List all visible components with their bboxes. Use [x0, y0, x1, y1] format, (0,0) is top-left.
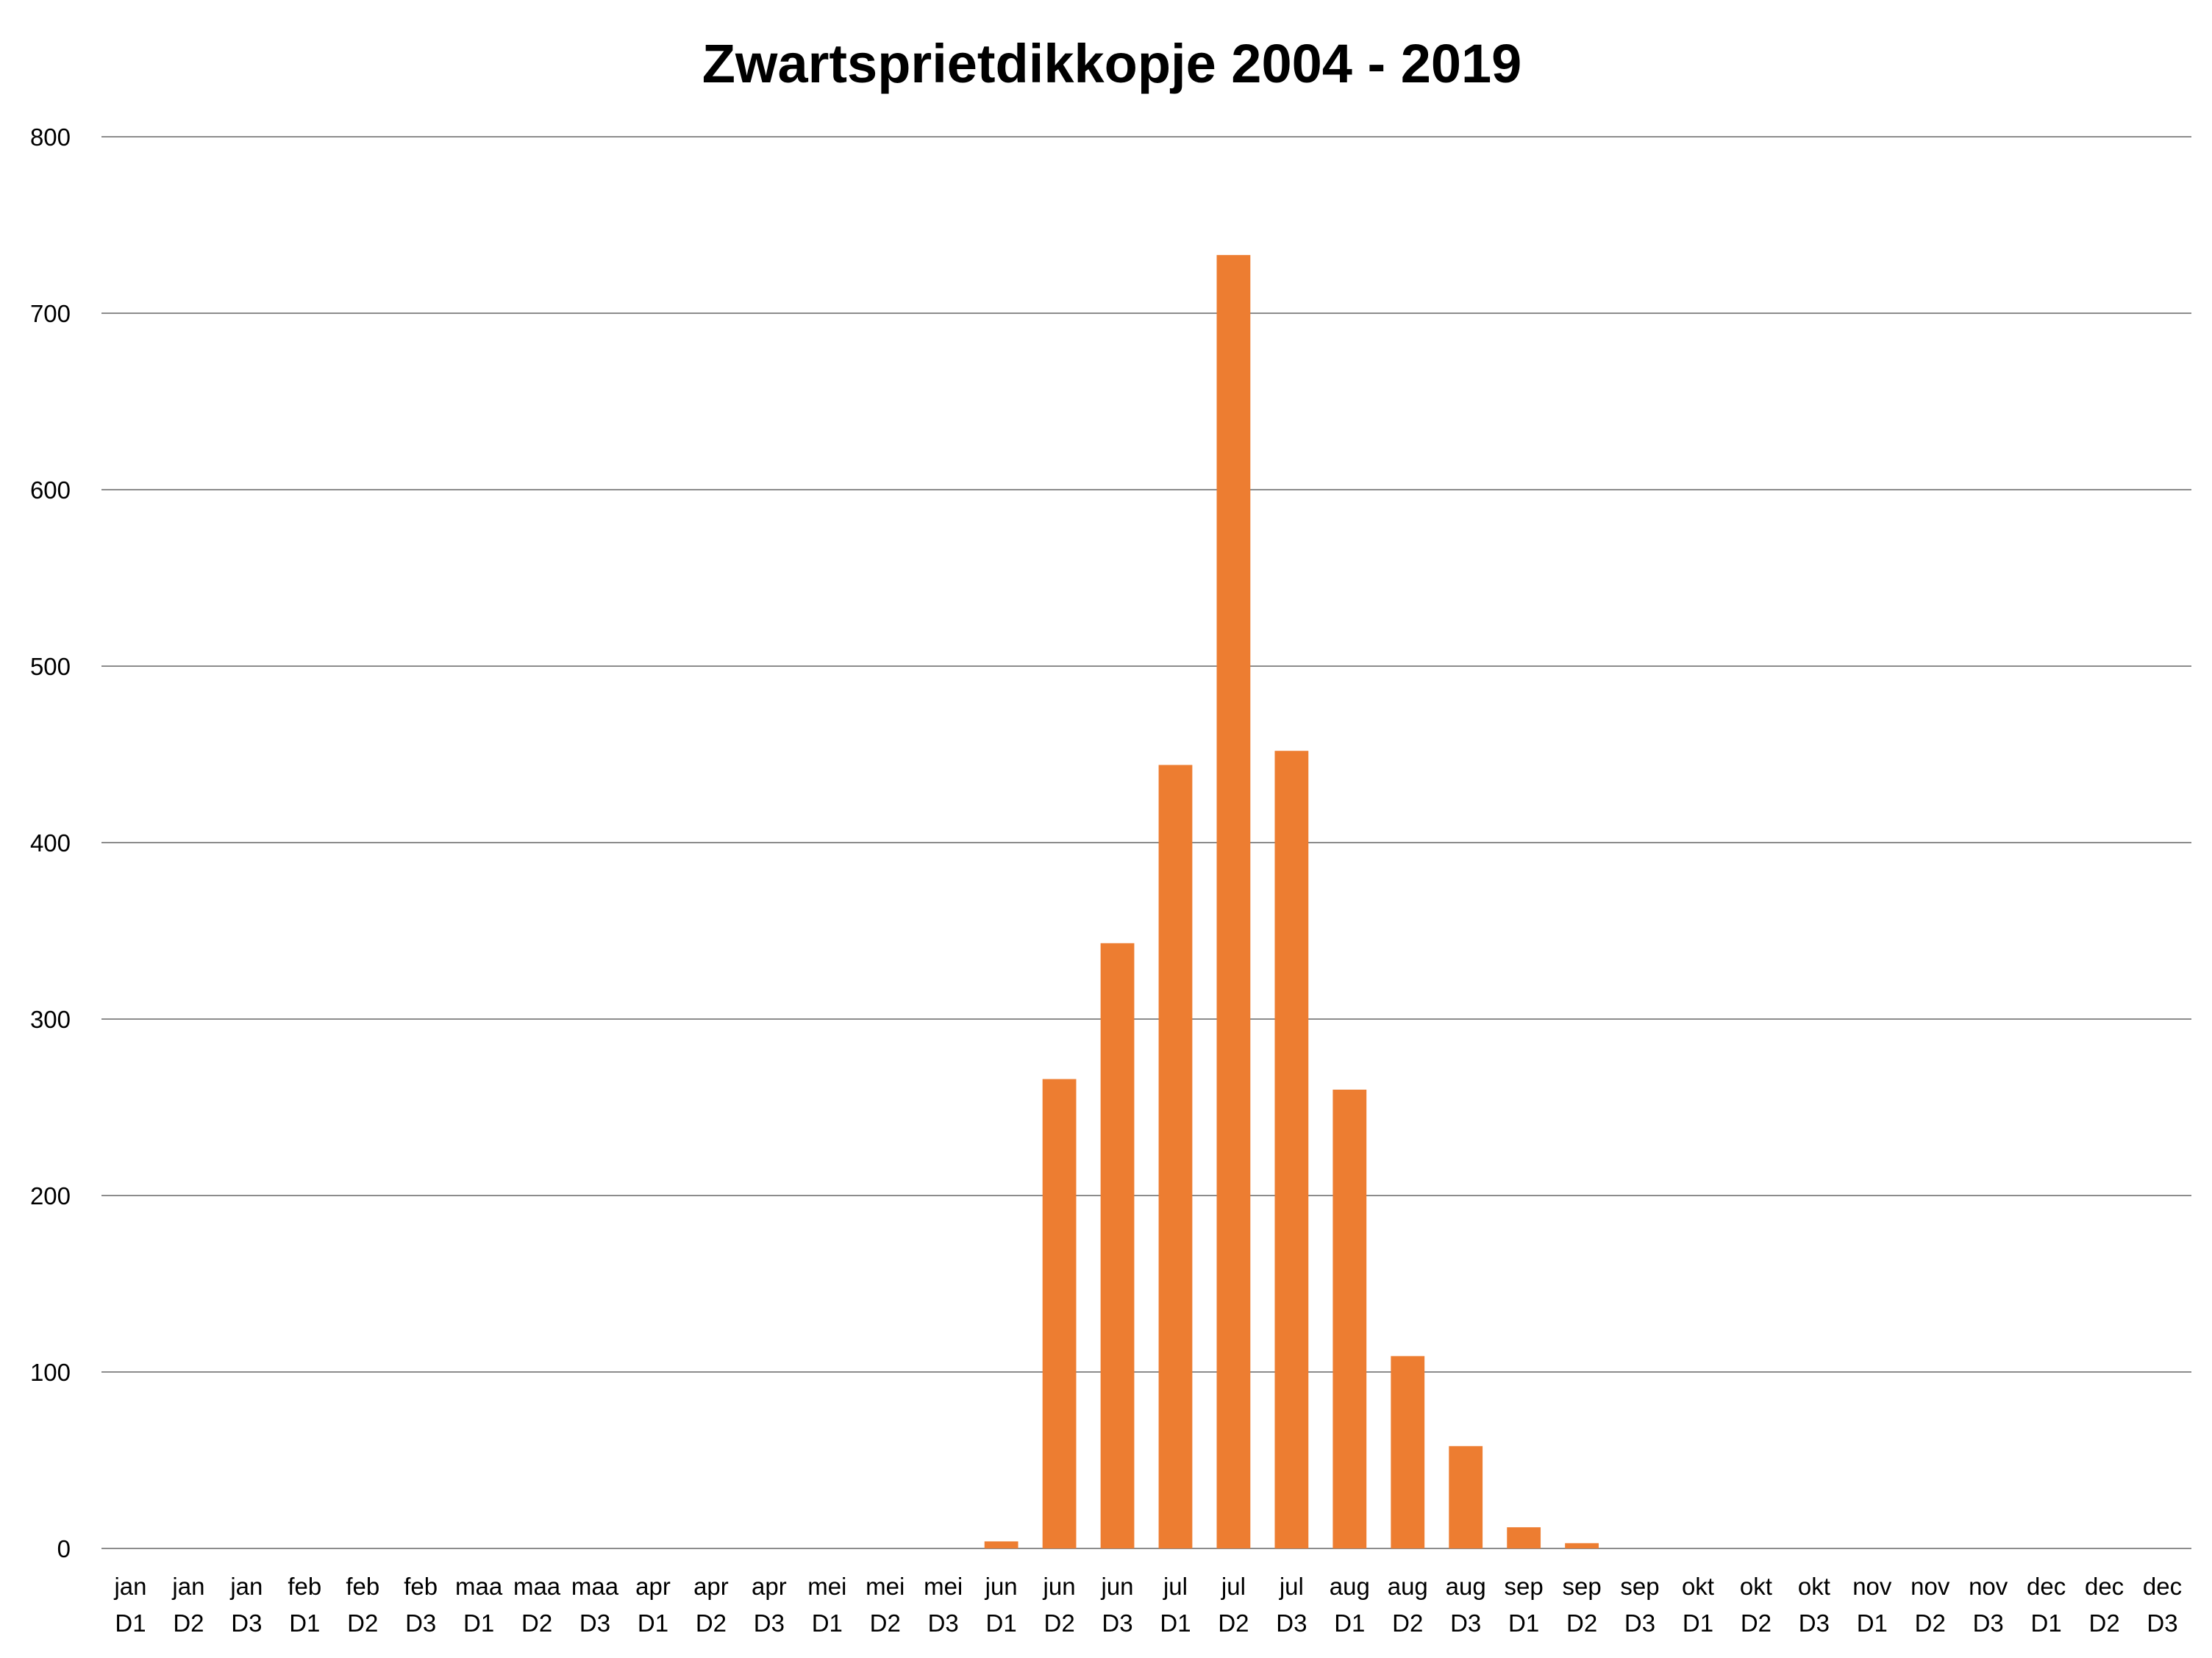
y-tick-label: 200 — [30, 1182, 71, 1209]
x-tick-decade-label: D1 — [463, 1609, 494, 1637]
bar — [1332, 1090, 1367, 1548]
x-tick-month-label: jul — [1163, 1573, 1188, 1600]
x-tick-month-label: jan — [171, 1573, 204, 1600]
x-tick-month-label: aug — [1330, 1573, 1370, 1600]
x-tick-month-label: nov — [1910, 1573, 1950, 1600]
x-tick-decade-label: D3 — [928, 1609, 959, 1637]
x-tick-month-label: mei — [924, 1573, 963, 1600]
x-tick-month-label: mei — [866, 1573, 905, 1600]
x-tick-month-label: okt — [1740, 1573, 1772, 1600]
x-tick-decade-label: D3 — [231, 1609, 262, 1637]
bar — [1042, 1079, 1077, 1548]
x-tick-month-label: jun — [985, 1573, 1018, 1600]
gridlines — [101, 136, 2191, 1549]
x-tick-decade-label: D3 — [1450, 1609, 1481, 1637]
x-tick-month-label: jul — [1221, 1573, 1246, 1600]
x-tick-month-label: okt — [1798, 1573, 1830, 1600]
x-tick-decade-label: D2 — [347, 1609, 378, 1637]
x-tick-decade-label: D3 — [405, 1609, 436, 1637]
x-tick-month-label: maa — [571, 1573, 619, 1600]
x-tick-month-label: feb — [346, 1573, 379, 1600]
x-tick-decade-label: D2 — [173, 1609, 204, 1637]
bar — [1274, 751, 1309, 1549]
x-tick-decade-label: D2 — [1915, 1609, 1946, 1637]
bar — [1100, 943, 1135, 1548]
y-axis: 0 100 200 300 400 500 600 700 800 — [30, 124, 71, 1562]
x-tick-month-label: jun — [1043, 1573, 1076, 1600]
x-tick-month-label: maa — [455, 1573, 503, 1600]
x-tick-decade-label: D3 — [2147, 1609, 2177, 1637]
x-tick-decade-label: D2 — [1566, 1609, 1597, 1637]
bar — [1449, 1446, 1483, 1548]
x-axis: jan D1 jan D2 jan D3 feb D1 feb D2 feb D3 maa D1 maa D2… — [113, 1573, 2182, 1637]
x-tick-decade-label: D3 — [1799, 1609, 1830, 1637]
x-tick-month-label: dec — [2143, 1573, 2182, 1600]
y-tick-label: 0 — [57, 1535, 71, 1562]
x-tick-month-label: apr — [752, 1573, 787, 1600]
x-tick-decade-label: D3 — [1102, 1609, 1132, 1637]
x-tick-decade-label: D3 — [1276, 1609, 1307, 1637]
x-tick-decade-label: D1 — [115, 1609, 146, 1637]
x-tick-month-label: jan — [113, 1573, 146, 1600]
y-tick-label: 800 — [30, 124, 71, 151]
bar — [1565, 1543, 1599, 1548]
x-tick-month-label: dec — [2085, 1573, 2124, 1600]
x-tick-decade-label: D1 — [986, 1609, 1017, 1637]
x-tick-decade-label: D3 — [1973, 1609, 2004, 1637]
x-tick-decade-label: D2 — [1741, 1609, 1772, 1637]
x-tick-decade-label: D3 — [579, 1609, 610, 1637]
x-tick-decade-label: D3 — [754, 1609, 785, 1637]
x-tick-month-label: feb — [404, 1573, 438, 1600]
bar — [1158, 765, 1193, 1548]
x-tick-month-label: apr — [693, 1573, 729, 1600]
x-tick-decade-label: D2 — [696, 1609, 727, 1637]
x-tick-month-label: sep — [1620, 1573, 1659, 1600]
bar — [984, 1541, 1018, 1548]
bar — [1391, 1356, 1425, 1548]
x-tick-month-label: sep — [1505, 1573, 1544, 1600]
y-tick-label: 500 — [30, 653, 71, 680]
y-tick-label: 600 — [30, 476, 71, 504]
x-tick-decade-label: D2 — [1218, 1609, 1249, 1637]
y-tick-label: 700 — [30, 300, 71, 327]
x-tick-month-label: feb — [288, 1573, 321, 1600]
x-tick-decade-label: D1 — [638, 1609, 668, 1637]
x-tick-month-label: jan — [229, 1573, 263, 1600]
x-tick-month-label: jun — [1101, 1573, 1134, 1600]
x-tick-decade-label: D3 — [1624, 1609, 1655, 1637]
x-tick-decade-label: D1 — [812, 1609, 843, 1637]
bar — [1216, 254, 1251, 1548]
x-tick-month-label: maa — [513, 1573, 561, 1600]
x-tick-decade-label: D1 — [1334, 1609, 1365, 1637]
x-tick-decade-label: D1 — [2031, 1609, 2062, 1637]
chart-title: Zwartsprietdikkopje 2004 - 2019 — [702, 33, 1522, 94]
x-tick-decade-label: D2 — [2088, 1609, 2119, 1637]
x-tick-decade-label: D1 — [289, 1609, 320, 1637]
x-tick-month-label: nov — [1969, 1573, 2008, 1600]
x-tick-month-label: dec — [2027, 1573, 2066, 1600]
x-tick-decade-label: D1 — [1160, 1609, 1191, 1637]
x-tick-month-label: jul — [1279, 1573, 1304, 1600]
x-tick-decade-label: D1 — [1857, 1609, 1888, 1637]
x-tick-month-label: nov — [1852, 1573, 1892, 1600]
x-tick-decade-label: D2 — [870, 1609, 901, 1637]
x-tick-month-label: aug — [1388, 1573, 1428, 1600]
y-tick-label: 400 — [30, 829, 71, 857]
y-tick-label: 300 — [30, 1006, 71, 1033]
x-tick-month-label: mei — [807, 1573, 846, 1600]
x-tick-decade-label: D1 — [1508, 1609, 1539, 1637]
x-tick-decade-label: D2 — [521, 1609, 552, 1637]
bar — [1507, 1527, 1541, 1548]
x-tick-decade-label: D2 — [1043, 1609, 1074, 1637]
x-tick-month-label: okt — [1682, 1573, 1714, 1600]
x-tick-decade-label: D2 — [1392, 1609, 1423, 1637]
x-tick-month-label: sep — [1562, 1573, 1601, 1600]
x-tick-month-label: aug — [1446, 1573, 1486, 1600]
bars — [984, 254, 1599, 1549]
x-tick-month-label: apr — [635, 1573, 671, 1600]
x-tick-decade-label: D1 — [1683, 1609, 1713, 1637]
y-tick-label: 100 — [30, 1359, 71, 1386]
